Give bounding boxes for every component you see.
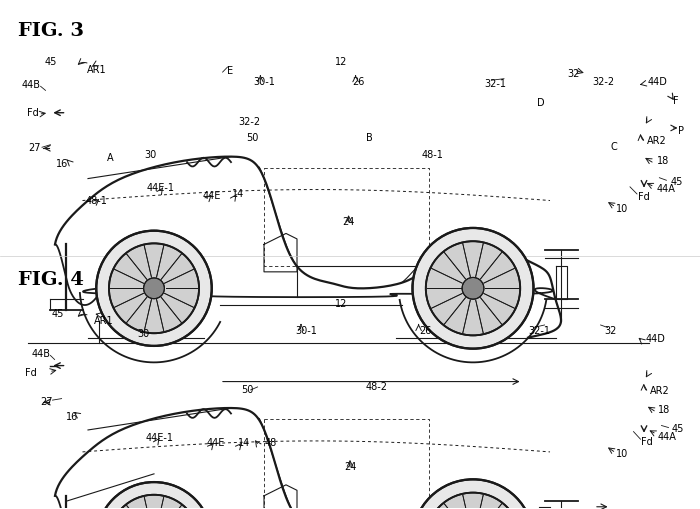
Text: 16: 16 [66, 412, 78, 422]
Text: 16: 16 [57, 158, 69, 168]
Text: Fd: Fd [27, 108, 38, 118]
Text: Fd: Fd [638, 192, 650, 202]
Text: 30-1: 30-1 [295, 326, 318, 336]
Text: A: A [107, 153, 114, 163]
Text: 44E: 44E [206, 438, 225, 448]
Text: 48-1: 48-1 [85, 195, 108, 206]
Text: 24: 24 [342, 217, 355, 228]
Text: D: D [537, 98, 544, 107]
Text: 45: 45 [671, 177, 683, 187]
Circle shape [144, 278, 164, 299]
Text: 50: 50 [241, 385, 253, 395]
Circle shape [109, 495, 199, 509]
Text: 30: 30 [144, 150, 157, 160]
Text: 10: 10 [616, 449, 629, 460]
Text: FIG. 4: FIG. 4 [18, 271, 84, 289]
Text: 27: 27 [28, 143, 41, 153]
Text: 14: 14 [232, 189, 244, 199]
Text: 50: 50 [246, 133, 259, 143]
Text: 24: 24 [344, 462, 356, 472]
Text: 48: 48 [265, 438, 277, 448]
Circle shape [109, 243, 199, 333]
Text: E: E [227, 66, 232, 76]
Text: 18: 18 [657, 156, 668, 166]
Text: 30: 30 [137, 329, 150, 339]
Text: 44A: 44A [657, 184, 675, 194]
Text: 26: 26 [419, 326, 432, 336]
Text: 27: 27 [40, 397, 52, 407]
Text: 32: 32 [568, 69, 580, 78]
Text: 48-1: 48-1 [421, 150, 444, 160]
Circle shape [462, 277, 484, 299]
Text: AR1: AR1 [94, 316, 113, 326]
Text: FIG. 3: FIG. 3 [18, 22, 84, 40]
Text: P: P [678, 126, 684, 136]
Text: 44A: 44A [658, 432, 677, 442]
Text: 45: 45 [52, 309, 64, 319]
Text: B: B [366, 133, 373, 143]
Text: 26: 26 [352, 77, 365, 87]
Text: 48-2: 48-2 [365, 382, 388, 392]
Text: 44B: 44B [32, 349, 50, 359]
Circle shape [412, 228, 533, 349]
Text: 30-1: 30-1 [253, 77, 276, 87]
Text: 12: 12 [335, 299, 348, 308]
Text: 10: 10 [616, 204, 629, 214]
Text: 44D: 44D [645, 334, 665, 344]
Circle shape [412, 479, 533, 509]
Text: 12: 12 [335, 57, 348, 67]
Circle shape [97, 231, 211, 346]
Text: 45: 45 [45, 57, 57, 67]
Text: 32: 32 [604, 326, 617, 336]
Text: AR2: AR2 [647, 136, 666, 146]
Text: AR2: AR2 [650, 386, 669, 396]
Text: Fd: Fd [640, 437, 652, 447]
Text: F: F [673, 96, 679, 105]
Text: AR1: AR1 [87, 65, 106, 75]
Circle shape [426, 493, 520, 509]
Text: 14: 14 [237, 438, 250, 448]
Text: 32-1: 32-1 [528, 326, 550, 336]
Text: 44E-1: 44E-1 [147, 183, 175, 193]
Text: 45: 45 [672, 424, 685, 434]
Circle shape [426, 241, 520, 335]
Text: C: C [610, 142, 617, 152]
Circle shape [97, 482, 211, 509]
Text: 32-2: 32-2 [238, 117, 260, 127]
Text: 18: 18 [658, 405, 671, 415]
Text: 44E-1: 44E-1 [146, 433, 174, 443]
Text: 44E: 44E [202, 190, 220, 201]
Text: 32-1: 32-1 [484, 79, 507, 89]
Text: 44B: 44B [22, 80, 41, 90]
Text: 32-2: 32-2 [592, 77, 615, 87]
Text: 44D: 44D [648, 77, 667, 87]
Text: Fd: Fd [25, 368, 36, 378]
